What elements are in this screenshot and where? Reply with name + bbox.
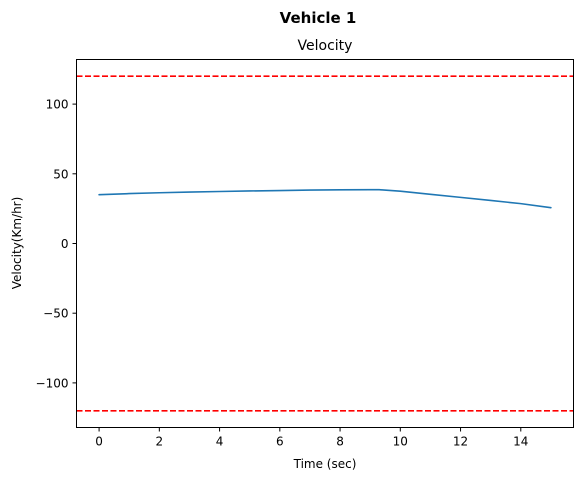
x-tick-label: 4 [216, 435, 224, 449]
y-tick-label: 50 [53, 167, 68, 181]
figure-suptitle: Vehicle 1 [280, 9, 357, 27]
y-tick-label: −100 [36, 376, 69, 390]
x-tick-label: 6 [276, 435, 284, 449]
plot-area: 0 2 4 6 8 10 12 14 100 50 0 −50 −100 [36, 75, 574, 449]
x-tick-label: 8 [336, 435, 344, 449]
y-axis-label: Velocity(Km/hr) [10, 197, 24, 290]
x-tick-label: 2 [156, 435, 164, 449]
y-tick-label: −50 [43, 307, 68, 321]
chart-title: Velocity [298, 38, 353, 54]
x-tick-label: 12 [453, 435, 468, 449]
y-tick-label: 100 [46, 98, 69, 112]
x-tick-label: 10 [393, 435, 408, 449]
y-tick-label: 0 [61, 237, 69, 251]
x-axis-label: Time (sec) [293, 457, 357, 471]
series-line-velocity [98, 188, 552, 209]
x-tick-label: 14 [513, 435, 528, 449]
axes-frame [76, 59, 574, 428]
x-tick-label: 0 [95, 435, 103, 449]
